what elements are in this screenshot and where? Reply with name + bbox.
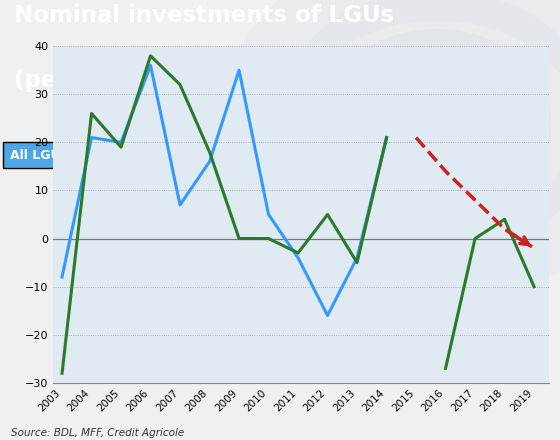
Text: Large LGUs: Large LGUs bbox=[90, 149, 169, 161]
FancyBboxPatch shape bbox=[3, 142, 74, 168]
Text: All LGUs: All LGUs bbox=[10, 149, 68, 161]
Text: (percentage, y/y): (percentage, y/y) bbox=[14, 69, 236, 92]
Text: Nominal investments of LGUs: Nominal investments of LGUs bbox=[14, 4, 394, 27]
Text: Source: BDL, MFF, Credit Agricole: Source: BDL, MFF, Credit Agricole bbox=[11, 428, 184, 438]
FancyBboxPatch shape bbox=[84, 142, 175, 168]
